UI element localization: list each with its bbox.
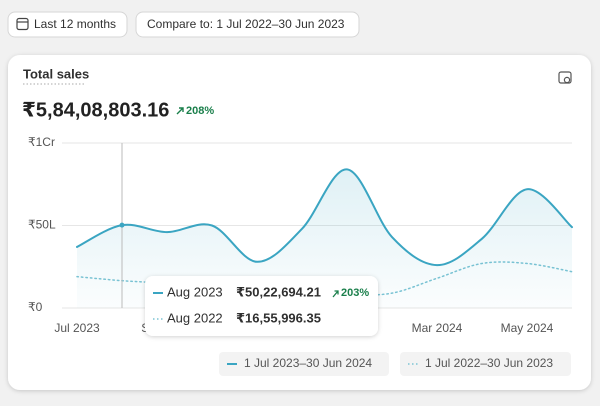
x-tick-label: Mar 2024 — [412, 321, 463, 335]
button-bg — [135, 11, 360, 38]
legend-item-bg — [400, 352, 571, 376]
button-label: Compare to: 1 Jul 2022–30 Jun 2023 — [147, 17, 345, 31]
explore-icon[interactable] — [558, 71, 572, 84]
y-tick-label: ₹0 — [28, 300, 43, 314]
total-value: ₹5,84,08,803.16 — [22, 99, 169, 121]
tooltip-label: Aug 2022 — [167, 310, 223, 325]
card-title: Total sales — [23, 66, 89, 81]
hover-point — [119, 222, 125, 228]
x-tick-label: Jul 2023 — [54, 321, 100, 335]
tooltip-change: 203% — [341, 287, 369, 299]
x-tick-label: May 2024 — [501, 321, 554, 335]
up-arrow — [176, 107, 184, 115]
calendar-icon — [16, 17, 29, 31]
total-change: 208% — [186, 105, 214, 117]
tooltip-label: Aug 2023 — [167, 284, 223, 299]
button-bg — [7, 11, 128, 38]
compare-button[interactable]: Compare to: 1 Jul 2022–30 Jun 2023 — [135, 11, 360, 38]
area-fill — [77, 169, 572, 308]
date-button[interactable]: Last 12 months — [7, 11, 128, 38]
legend-label: 1 Jul 2023–30 Jun 2024 — [244, 356, 372, 370]
icon-frame — [558, 71, 572, 84]
series-line — [76, 168, 573, 267]
legend-label: 1 Jul 2022–30 Jun 2023 — [425, 356, 553, 370]
button-label: Last 12 months — [34, 17, 116, 31]
tooltip-value: ₹50,22,694.21 — [236, 284, 321, 299]
tooltip-box — [145, 276, 378, 336]
legend-item-bg — [219, 352, 389, 376]
y-tick-label: ₹1Cr — [28, 135, 55, 149]
tooltip-arrow — [332, 290, 339, 298]
tooltip-value: ₹16,55,996.35 — [236, 310, 321, 325]
y-tick-label: ₹50L — [28, 218, 56, 232]
icon-lens — [563, 76, 571, 84]
